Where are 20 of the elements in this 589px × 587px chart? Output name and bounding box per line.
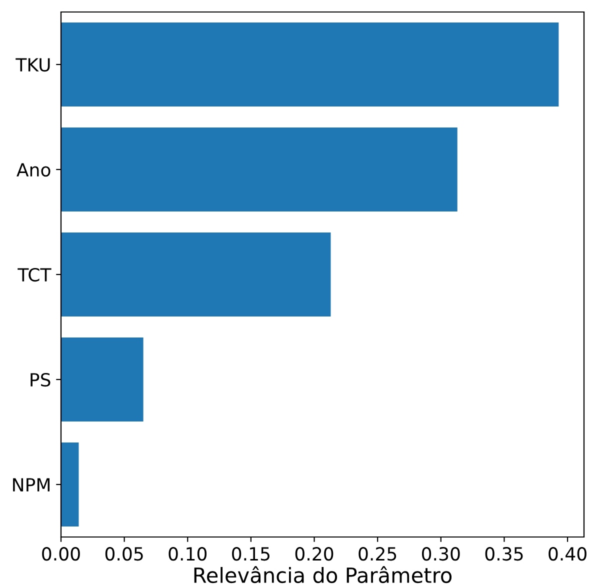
y-tick-label: Ano <box>16 163 50 177</box>
y-tick-label: TCT <box>18 268 52 282</box>
x-axis-title: Relevância do Parâmetro <box>194 566 452 584</box>
x-tick-label: 0.30 <box>422 547 460 561</box>
bar <box>61 128 458 212</box>
x-tick-label: 0.25 <box>358 547 396 561</box>
bar <box>61 338 144 422</box>
bar <box>61 22 559 106</box>
y-tick-label: PS <box>30 372 50 387</box>
bar <box>61 232 331 316</box>
x-tick-label: 0.00 <box>42 547 80 561</box>
x-tick-label: 0.40 <box>548 547 586 561</box>
x-tick-label: 0.15 <box>232 547 270 561</box>
bar <box>61 442 79 526</box>
x-tick-label: 0.20 <box>295 547 334 561</box>
x-tick-label: 0.05 <box>105 547 143 561</box>
y-tick-label: NPM <box>13 478 50 492</box>
x-tick-label: 0.10 <box>168 547 207 561</box>
y-tick-label: TKU <box>16 58 50 72</box>
x-tick-label: 0.35 <box>485 547 523 561</box>
